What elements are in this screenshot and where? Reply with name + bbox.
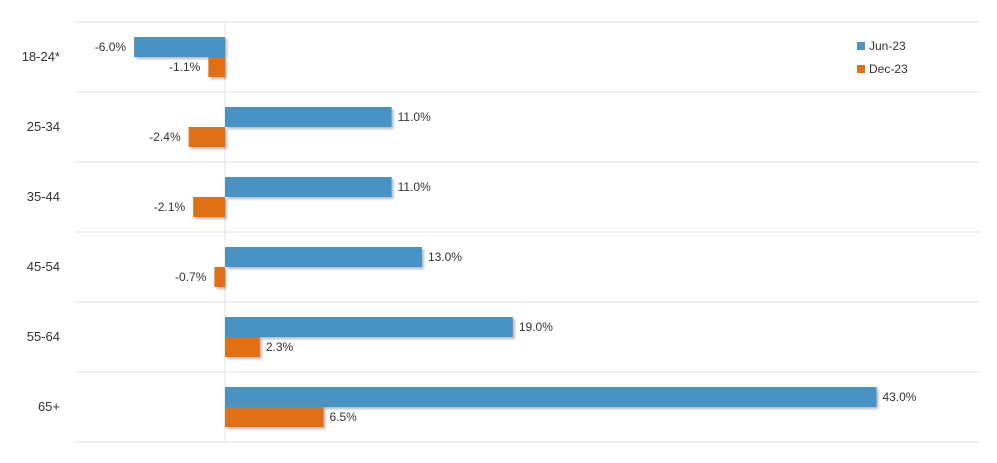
- data-label: 2.3%: [266, 340, 294, 354]
- labels: 18-24* 25-34 35-44 45-54 55-64 65+ -6.0% 11.0% 1…: [22, 40, 917, 424]
- data-label: 19.0%: [519, 320, 553, 334]
- bar-dec-23: [225, 337, 260, 357]
- data-label: 11.0%: [398, 110, 431, 124]
- data-label: 13.0%: [428, 250, 462, 264]
- category-label: 55-64: [27, 329, 60, 344]
- legend-label: Dec-23: [869, 62, 908, 76]
- bar-jun-23: [134, 37, 225, 57]
- bar-dec-23: [208, 57, 225, 77]
- category-label: 25-34: [27, 119, 60, 134]
- category-label: 35-44: [27, 189, 60, 204]
- bar-dec-23: [193, 197, 225, 217]
- legend-swatch: [857, 65, 865, 73]
- bar-jun-23: [225, 317, 513, 337]
- legend-swatch: [857, 42, 865, 50]
- data-label: -0.7%: [175, 270, 207, 284]
- legend: Jun-23 Dec-23: [857, 39, 908, 76]
- bar-jun-23: [225, 107, 392, 127]
- gridlines: [75, 21, 980, 443]
- category-label: 45-54: [27, 259, 60, 274]
- bars: [134, 37, 877, 427]
- data-label: -6.0%: [95, 40, 127, 54]
- legend-label: Jun-23: [869, 39, 906, 53]
- data-label: 43.0%: [882, 390, 916, 404]
- data-label: -1.1%: [169, 60, 201, 74]
- data-label: -2.1%: [154, 200, 186, 214]
- bar-dec-23: [214, 267, 225, 287]
- data-label: 11.0%: [398, 180, 431, 194]
- bar-dec-23: [188, 127, 225, 147]
- bar-jun-23: [225, 387, 877, 407]
- bar-jun-23: [225, 177, 392, 197]
- category-label: 65+: [38, 399, 60, 414]
- category-label: 18-24*: [22, 49, 60, 64]
- data-label: 6.5%: [329, 410, 357, 424]
- data-label: -2.4%: [149, 130, 181, 144]
- bar-dec-23: [225, 407, 324, 427]
- bar-jun-23: [225, 247, 422, 267]
